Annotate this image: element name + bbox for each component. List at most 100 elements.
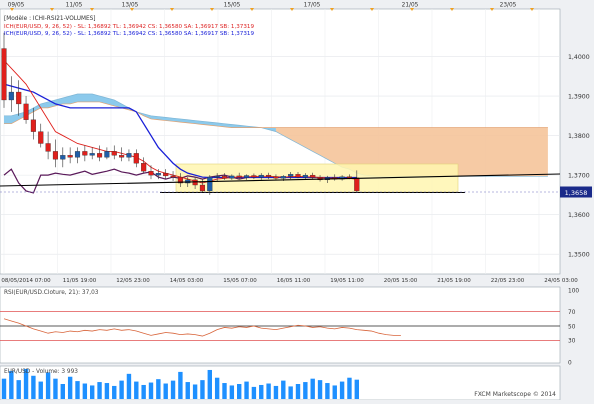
- candle: [23, 103, 29, 120]
- candle: [82, 151, 88, 156]
- volume-bar: [112, 385, 117, 399]
- top-date-marker: [50, 8, 54, 11]
- volume-bar: [156, 379, 161, 399]
- candle: [199, 184, 206, 192]
- candle: [251, 175, 257, 178]
- top-date-marker: [10, 8, 14, 11]
- candle: [60, 155, 66, 160]
- volume-bar: [119, 380, 124, 399]
- rsi-tick: 70: [568, 310, 576, 316]
- volume-bar: [303, 382, 308, 399]
- time-axis: 08/05/2014 07:00 11/05 19:00 12/05 23:00 14…: [1, 278, 578, 284]
- price-tick: 1,3600: [568, 212, 590, 219]
- candle: [1, 48, 7, 101]
- candle: [214, 176, 220, 178]
- candle: [8, 91, 14, 101]
- top-date-marker: [90, 8, 94, 11]
- volume-bar: [295, 384, 301, 399]
- volume-bar: [259, 384, 264, 399]
- volume-bar: [60, 384, 65, 399]
- price-tick: 1,3800: [568, 133, 590, 140]
- candle: [229, 175, 235, 179]
- candle: [74, 151, 81, 158]
- rsi-panel-bg: [0, 286, 561, 364]
- senkou-span-b: [4, 101, 548, 129]
- trend-line-2: [0, 173, 561, 187]
- volume-bar: [67, 376, 73, 399]
- price-tick: 1,3700: [568, 173, 590, 180]
- volume-bar: [75, 381, 80, 399]
- candle: [111, 151, 117, 156]
- price-tick: 1,3500: [568, 252, 590, 259]
- volume-bar: [148, 382, 154, 399]
- candle: [258, 174, 264, 178]
- candle: [89, 153, 95, 156]
- rsi-tick: 30: [568, 339, 576, 345]
- volume-bar: [214, 377, 220, 399]
- rsi-line: [3, 318, 401, 337]
- volume-bar: [281, 380, 286, 399]
- candle: [243, 175, 250, 178]
- candle: [295, 174, 301, 178]
- volume-bar: [207, 369, 212, 399]
- volume-bar: [347, 377, 352, 399]
- top-date-label: 17/05: [304, 3, 321, 9]
- candle: [163, 172, 169, 177]
- rsi-layer: 100 70 50 30 0: [0, 288, 579, 366]
- volume-bar: [251, 386, 257, 399]
- volume-bar: [339, 381, 345, 399]
- volume-bar: [192, 384, 198, 399]
- top-date-label: 15/05: [224, 3, 241, 9]
- time-tick: 14/05 03:00: [170, 278, 204, 284]
- candle: [104, 151, 110, 158]
- time-tick: 22/05 23:00: [491, 278, 525, 284]
- time-tick: 19/05 11:00: [330, 278, 364, 284]
- volume-bar: [237, 384, 242, 399]
- volume-bar: [332, 385, 337, 399]
- volume-label: EUR/USD - Volume: 3 993: [4, 369, 78, 375]
- rsi-tick: 100: [568, 288, 579, 294]
- candle: [133, 153, 139, 164]
- volume-bar: [9, 370, 14, 399]
- volume-bar: [97, 382, 102, 399]
- candle: [38, 131, 44, 144]
- volume-bar: [163, 383, 168, 399]
- current-price-marker: [560, 186, 592, 198]
- time-tick: 24/05 03:00: [544, 278, 578, 284]
- candle: [155, 172, 161, 176]
- candle: [97, 153, 103, 158]
- top-date-marker: [210, 8, 214, 11]
- rsi-tick: 50: [568, 324, 576, 330]
- volume-bar: [38, 381, 43, 399]
- volume-bar: [82, 383, 88, 399]
- volume-layer: [1, 369, 359, 399]
- top-date-marker: [530, 8, 534, 11]
- ichimoku-info-2: ICH(EUR/USD, 9, 26, 52) - SL: 1,36892 TL…: [4, 31, 254, 37]
- candle: [192, 179, 198, 186]
- candle: [302, 174, 308, 178]
- volume-bar: [273, 385, 279, 399]
- top-date-label: 23/05: [500, 3, 517, 9]
- rsi-label: RSI(EUR/USD.Cloture, 21): 37,03: [4, 290, 99, 296]
- watermark: FXCM Marketscope © 2014: [474, 391, 556, 398]
- candles-layer: [1, 32, 360, 195]
- volume-bar: [23, 369, 29, 399]
- price-tick: 1,3900: [568, 94, 590, 101]
- top-date-marker: [490, 8, 494, 11]
- volume-bar: [16, 380, 21, 399]
- volume-bar: [354, 379, 359, 399]
- time-tick: 08/05/2014 07:00: [1, 278, 51, 284]
- candle: [207, 176, 213, 192]
- volume-bar: [31, 375, 36, 399]
- top-date-marker: [450, 8, 454, 11]
- volume-bar: [222, 383, 227, 399]
- template-label: [Modèle : ICHI-RSI21-VOLUMES]: [4, 15, 96, 22]
- candle: [273, 176, 279, 179]
- time-tick: 11/05 19:00: [63, 278, 97, 284]
- candle: [266, 174, 272, 177]
- volume-bar: [200, 380, 205, 399]
- time-tick: 15/05 07:00: [223, 278, 257, 284]
- candle: [67, 155, 73, 158]
